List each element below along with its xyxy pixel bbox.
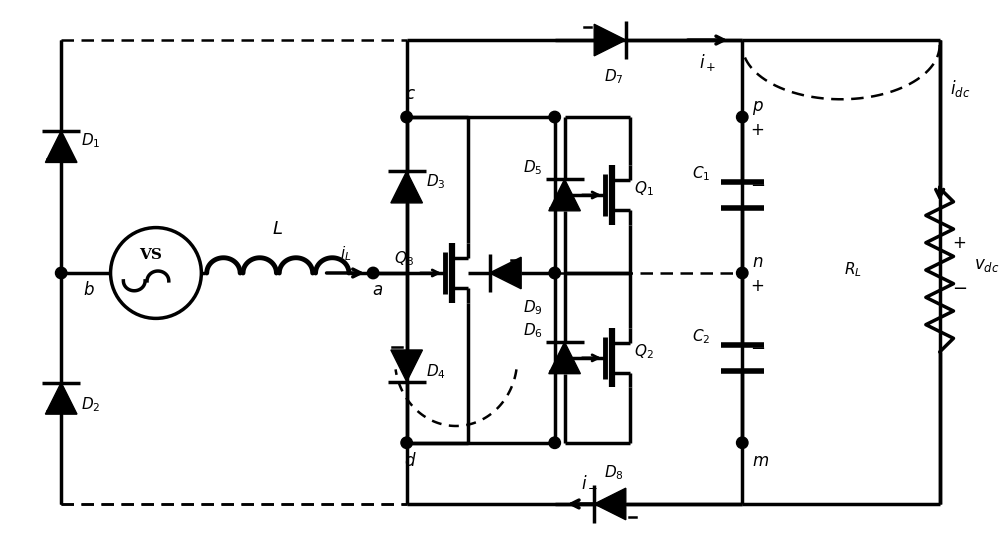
Polygon shape xyxy=(549,179,580,211)
Text: $+$: $+$ xyxy=(952,234,966,252)
Text: $n$: $n$ xyxy=(752,254,764,271)
Text: $i_+$: $i_+$ xyxy=(699,52,716,72)
Text: $Q_2$: $Q_2$ xyxy=(634,343,653,361)
Text: $Q_1$: $Q_1$ xyxy=(634,180,653,198)
Text: $R_L$: $R_L$ xyxy=(844,261,862,280)
Text: $D_2$: $D_2$ xyxy=(81,395,100,414)
Polygon shape xyxy=(594,25,626,56)
Polygon shape xyxy=(45,131,77,162)
Polygon shape xyxy=(391,171,422,203)
Text: $c$: $c$ xyxy=(405,86,416,103)
Polygon shape xyxy=(490,257,521,289)
Circle shape xyxy=(737,437,748,449)
Text: $D_4$: $D_4$ xyxy=(426,362,446,381)
Circle shape xyxy=(737,111,748,123)
Text: $-$: $-$ xyxy=(750,175,765,193)
Text: $D_5$: $D_5$ xyxy=(523,158,543,177)
Text: $a$: $a$ xyxy=(372,282,383,299)
Circle shape xyxy=(549,111,560,123)
Text: $+$: $+$ xyxy=(750,121,764,139)
Polygon shape xyxy=(549,342,580,374)
Text: $+$: $+$ xyxy=(750,277,764,295)
Text: $D_1$: $D_1$ xyxy=(81,131,100,150)
Text: $i_-$: $i_-$ xyxy=(581,473,598,490)
Text: $C_2$: $C_2$ xyxy=(692,327,711,346)
Circle shape xyxy=(55,267,67,278)
Text: $b$: $b$ xyxy=(83,281,95,299)
Polygon shape xyxy=(594,488,626,520)
Text: $L$: $L$ xyxy=(272,220,283,238)
Text: $D_6$: $D_6$ xyxy=(523,321,543,340)
Circle shape xyxy=(401,111,412,123)
Text: $D_8$: $D_8$ xyxy=(604,464,624,482)
Polygon shape xyxy=(45,383,77,414)
Circle shape xyxy=(737,267,748,278)
Text: $D_3$: $D_3$ xyxy=(426,172,446,191)
Text: $Q_3$: $Q_3$ xyxy=(394,249,414,268)
Text: $C_1$: $C_1$ xyxy=(692,164,711,183)
Text: $v_{dc}$: $v_{dc}$ xyxy=(974,257,1000,274)
Text: $m$: $m$ xyxy=(752,453,769,470)
Text: $i_L$: $i_L$ xyxy=(340,244,351,263)
Text: $d$: $d$ xyxy=(404,452,417,470)
Text: $i_{dc}$: $i_{dc}$ xyxy=(950,77,970,99)
Text: $-$: $-$ xyxy=(952,278,967,296)
Text: $D_7$: $D_7$ xyxy=(604,68,624,87)
Text: $p$: $p$ xyxy=(752,99,764,117)
Circle shape xyxy=(367,267,379,278)
Circle shape xyxy=(401,437,412,449)
Circle shape xyxy=(549,267,560,278)
Text: $-$: $-$ xyxy=(750,338,765,356)
Text: $D_9$: $D_9$ xyxy=(523,299,543,317)
Text: VS: VS xyxy=(140,248,162,262)
Polygon shape xyxy=(391,350,422,381)
Circle shape xyxy=(549,437,560,449)
